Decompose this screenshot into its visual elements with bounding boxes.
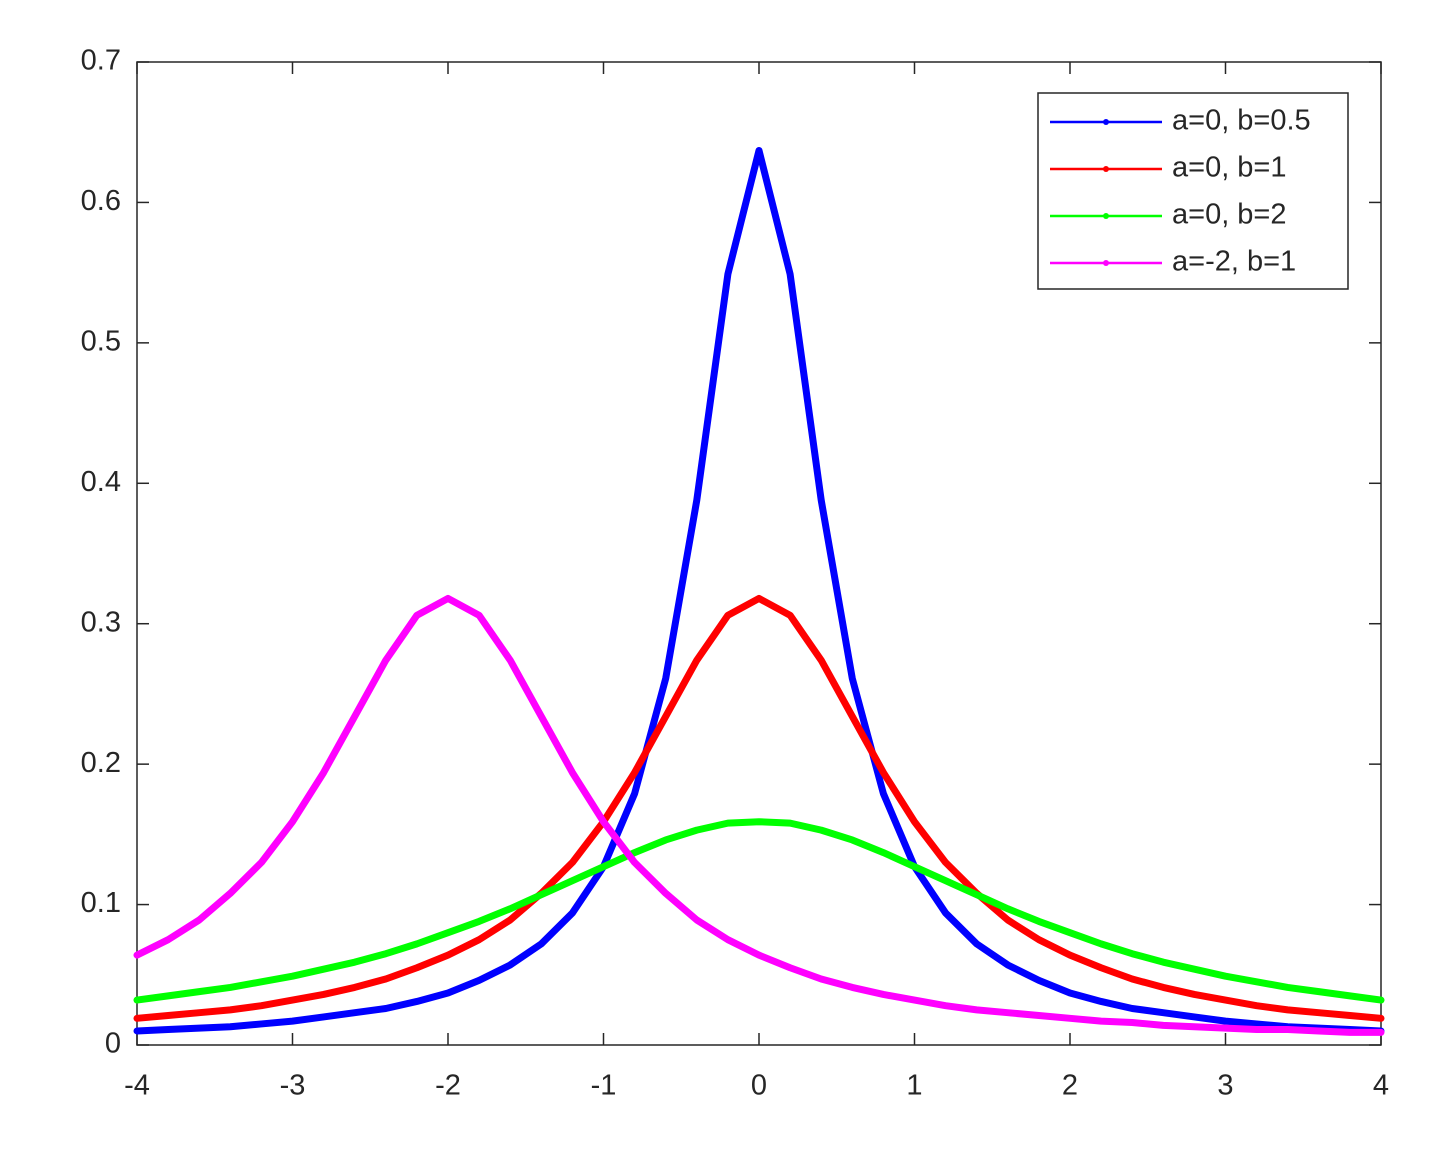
y-tick-label: 0 bbox=[105, 1028, 121, 1060]
y-tick-label: 0.3 bbox=[81, 606, 121, 638]
x-tick-label: -4 bbox=[124, 1070, 150, 1102]
series-line bbox=[133, 818, 1385, 1004]
x-tick-label: 2 bbox=[1062, 1070, 1078, 1102]
series-line bbox=[133, 146, 1385, 1035]
y-tick-label: 0.4 bbox=[81, 466, 121, 498]
x-tick-label: -1 bbox=[591, 1070, 617, 1102]
legend-marker bbox=[1103, 166, 1109, 172]
series-line bbox=[133, 594, 1385, 1022]
y-tick-label: 0.5 bbox=[81, 326, 121, 358]
y-tick-label: 0.6 bbox=[81, 185, 121, 217]
y-tick-label: 0.2 bbox=[81, 747, 121, 779]
x-tick-label: 0 bbox=[751, 1070, 767, 1102]
x-tick-label: 4 bbox=[1373, 1070, 1389, 1102]
legend-marker bbox=[1103, 260, 1109, 266]
legend-marker bbox=[1103, 213, 1109, 219]
x-tick-label: 1 bbox=[906, 1070, 922, 1102]
y-tick-label: 0.1 bbox=[81, 887, 121, 919]
y-tick-label: 0.7 bbox=[81, 45, 121, 77]
legend-label: a=-2, b=1 bbox=[1172, 246, 1296, 278]
legend-label: a=0, b=0.5 bbox=[1172, 105, 1311, 137]
series-line bbox=[133, 594, 1385, 1036]
legend-label: a=0, b=2 bbox=[1172, 199, 1287, 231]
x-tick-label: -3 bbox=[280, 1070, 306, 1102]
legend-label: a=0, b=1 bbox=[1172, 152, 1287, 184]
x-tick-label: 3 bbox=[1217, 1070, 1233, 1102]
legend-box bbox=[1037, 92, 1349, 290]
legend-marker bbox=[1103, 119, 1109, 125]
x-tick-label: -2 bbox=[435, 1070, 461, 1102]
